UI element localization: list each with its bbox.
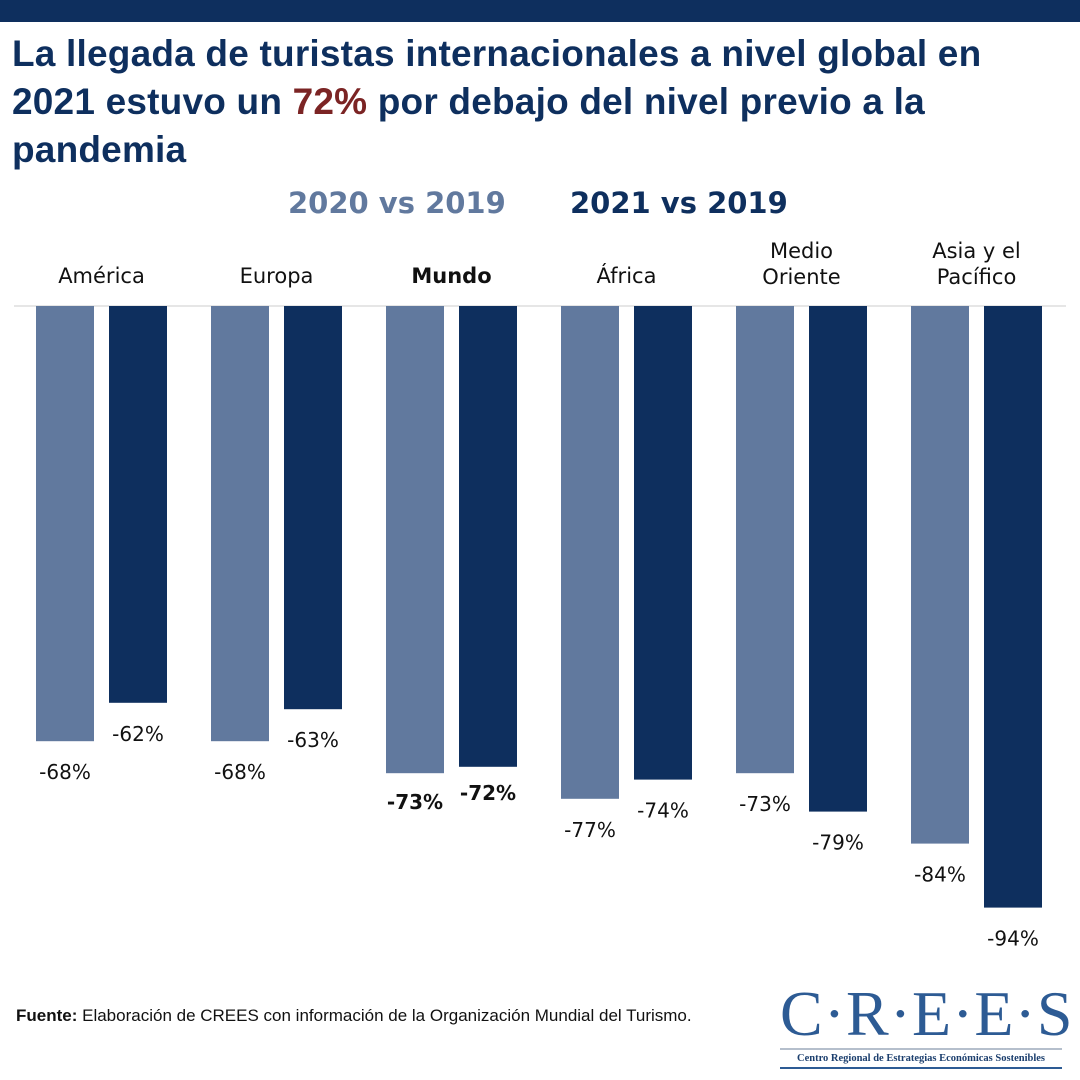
bar-asia-y-el-pacifico-2020 xyxy=(911,306,969,844)
top-bar xyxy=(0,0,1080,22)
legend-2020: 2020 vs 2019 xyxy=(288,186,506,220)
logo-rule-bottom xyxy=(780,1067,1062,1069)
bar-mundo-2020 xyxy=(386,306,444,774)
source-note: Fuente: Elaboración de CREES con informa… xyxy=(16,1002,716,1029)
category-label-europa: Europa xyxy=(240,264,314,288)
legend: 2020 vs 2019 2021 vs 2019 xyxy=(0,186,1080,226)
title-highlight: 72% xyxy=(292,81,368,122)
bar-america-2020 xyxy=(36,306,94,742)
bar-europa-2020 xyxy=(211,306,269,742)
bar-africa-2021 xyxy=(634,306,692,780)
bar-mundo-2021 xyxy=(459,306,517,767)
chart-title: La llegada de turistas internacionales a… xyxy=(12,30,1072,174)
value-label-asia-y-el-pacifico-2021: -94% xyxy=(987,927,1039,951)
value-label-mundo-2020: -73% xyxy=(387,790,443,814)
category-label-asia-y-el-pacifico: Pacífico xyxy=(937,265,1017,289)
value-label-america-2021: -62% xyxy=(112,722,164,746)
value-labels: -68% -62% -68% -63% -73% -72% -77% -74% -73% -79%… xyxy=(39,722,1039,951)
value-label-africa-2020: -77% xyxy=(564,818,616,842)
value-label-medio-oriente-2021: -79% xyxy=(812,831,864,855)
legend-2021: 2021 vs 2019 xyxy=(570,186,788,220)
category-label-asia-y-el-pacifico: Asia y el xyxy=(932,239,1021,263)
title-text-1: La llegada de turistas internacionales a… xyxy=(12,33,982,122)
crees-logo: C·R·E·E·S Centro Regional de Estrategias… xyxy=(780,978,1074,1069)
category-label-medio-oriente: Medio xyxy=(770,239,833,263)
category-label-africa: África xyxy=(597,263,657,288)
category-label-america: América xyxy=(58,264,145,288)
logo-subtitle: Centro Regional de Estrategias Económica… xyxy=(796,1053,1045,1064)
bar-medio-oriente-2021 xyxy=(809,306,867,812)
value-label-asia-y-el-pacifico-2020: -84% xyxy=(914,863,966,887)
value-label-mundo-2021: -72% xyxy=(460,781,516,805)
value-label-africa-2021: -74% xyxy=(637,799,689,823)
source-text: Elaboración de CREES con información de … xyxy=(77,1006,692,1025)
bar-africa-2020 xyxy=(561,306,619,799)
category-label-mundo: Mundo xyxy=(411,264,491,288)
category-label-medio-oriente: Oriente xyxy=(762,265,840,289)
bar-medio-oriente-2020 xyxy=(736,306,794,774)
value-label-europa-2020: -68% xyxy=(214,760,266,784)
logo-mark: C·R·E·E·S xyxy=(780,978,1074,1049)
bars-group xyxy=(36,306,1042,908)
logo-rule-top xyxy=(780,1048,1062,1050)
bar-asia-y-el-pacifico-2021 xyxy=(984,306,1042,908)
value-label-america-2020: -68% xyxy=(39,760,91,784)
value-label-medio-oriente-2020: -73% xyxy=(739,792,791,816)
value-label-europa-2021: -63% xyxy=(287,728,339,752)
bar-america-2021 xyxy=(109,306,167,703)
source-label: Fuente: xyxy=(16,1006,78,1025)
title-text-2: por debajo del nivel previo a la pandemi… xyxy=(12,81,925,170)
bar-europa-2021 xyxy=(284,306,342,710)
